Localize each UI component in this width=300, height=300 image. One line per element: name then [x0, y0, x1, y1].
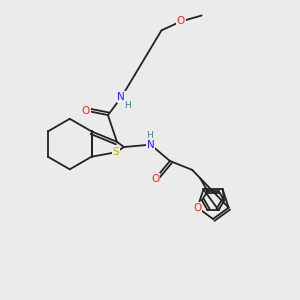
Text: O: O [151, 174, 159, 184]
Text: H: H [124, 101, 131, 110]
Text: O: O [194, 203, 202, 213]
Text: H: H [146, 130, 152, 140]
Text: O: O [82, 106, 90, 116]
Text: N: N [118, 92, 125, 102]
Text: N: N [147, 140, 154, 150]
Text: O: O [177, 16, 185, 26]
Text: S: S [113, 147, 119, 157]
